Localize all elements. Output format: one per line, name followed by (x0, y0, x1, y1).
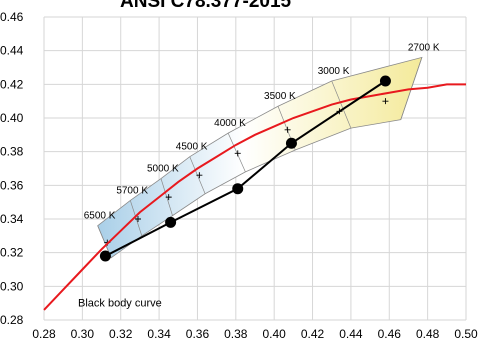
x-tick-label: 0.30 (71, 327, 95, 341)
y-tick-label: 0.38 (0, 145, 24, 159)
cct-band-region: 6500 K 5700 K 5000 K 4500 K 4000 K 3500 K 3000… (84, 42, 440, 259)
series-point (165, 216, 177, 228)
y-tick-label: 0.44 (0, 44, 24, 58)
cct-label: 5000 K (147, 164, 179, 175)
plot-area: Black body curve (43, 75, 466, 311)
x-tick-label: 0.38 (224, 327, 248, 341)
x-tick-label: 0.36 (186, 327, 210, 341)
x-tick-label: 0.28 (32, 327, 56, 341)
y-tick-label: 0.30 (0, 279, 24, 293)
cct-label: 4000 K (214, 118, 246, 129)
series-point (232, 183, 244, 195)
x-tick-label: 0.32 (109, 327, 133, 341)
series-point (99, 250, 111, 262)
cct-center-marker (134, 216, 141, 222)
cct-label: 3500 K (264, 91, 296, 102)
y-tick-label: 0.42 (0, 77, 24, 91)
x-tick-label: 0.50 (454, 327, 478, 341)
y-tick-label: 0.40 (0, 111, 24, 125)
black-body-label: Black body curve (78, 298, 162, 310)
y-tick-label: 0.28 (0, 313, 24, 327)
cct-center-marker (284, 126, 291, 133)
cct-label: 4500 K (176, 142, 208, 153)
y-tick-label: 0.32 (0, 246, 24, 260)
cct-label: 6500 K (84, 211, 116, 222)
cct-center-marker (165, 194, 172, 201)
cct-label: 2700 K (408, 42, 440, 53)
cct-band-divider (227, 133, 246, 173)
x-tick-label: 0.40 (263, 327, 287, 341)
series-point (379, 75, 391, 87)
chart-title: ANSI C78.377-2015 (120, 0, 292, 12)
y-tick-label: 0.46 (0, 10, 24, 24)
y-tick-label: 0.36 (0, 178, 24, 192)
x-tick-label: 0.42 (301, 327, 325, 341)
cct-band-divider (331, 80, 352, 129)
cct-tolerance-band (97, 56, 423, 259)
y-tick-label: 0.34 (0, 212, 24, 226)
axes: 0.28 0.30 0.32 0.34 0.36 0.38 0.40 0.42 0.44 0.46… (0, 10, 478, 341)
x-tick-label: 0.48 (416, 327, 440, 341)
cct-center-marker (382, 98, 389, 105)
cct-label: 5700 K (116, 185, 148, 196)
cct-center-marker (234, 150, 241, 157)
x-tick-label: 0.46 (378, 327, 402, 341)
cct-label: 3000 K (318, 66, 350, 77)
cct-center-marker (196, 172, 203, 179)
cct-band-divider (129, 200, 143, 236)
x-tick-label: 0.34 (147, 327, 171, 341)
black-body-curve (43, 83, 466, 311)
series-point (285, 137, 297, 149)
x-tick-label: 0.44 (339, 327, 363, 341)
